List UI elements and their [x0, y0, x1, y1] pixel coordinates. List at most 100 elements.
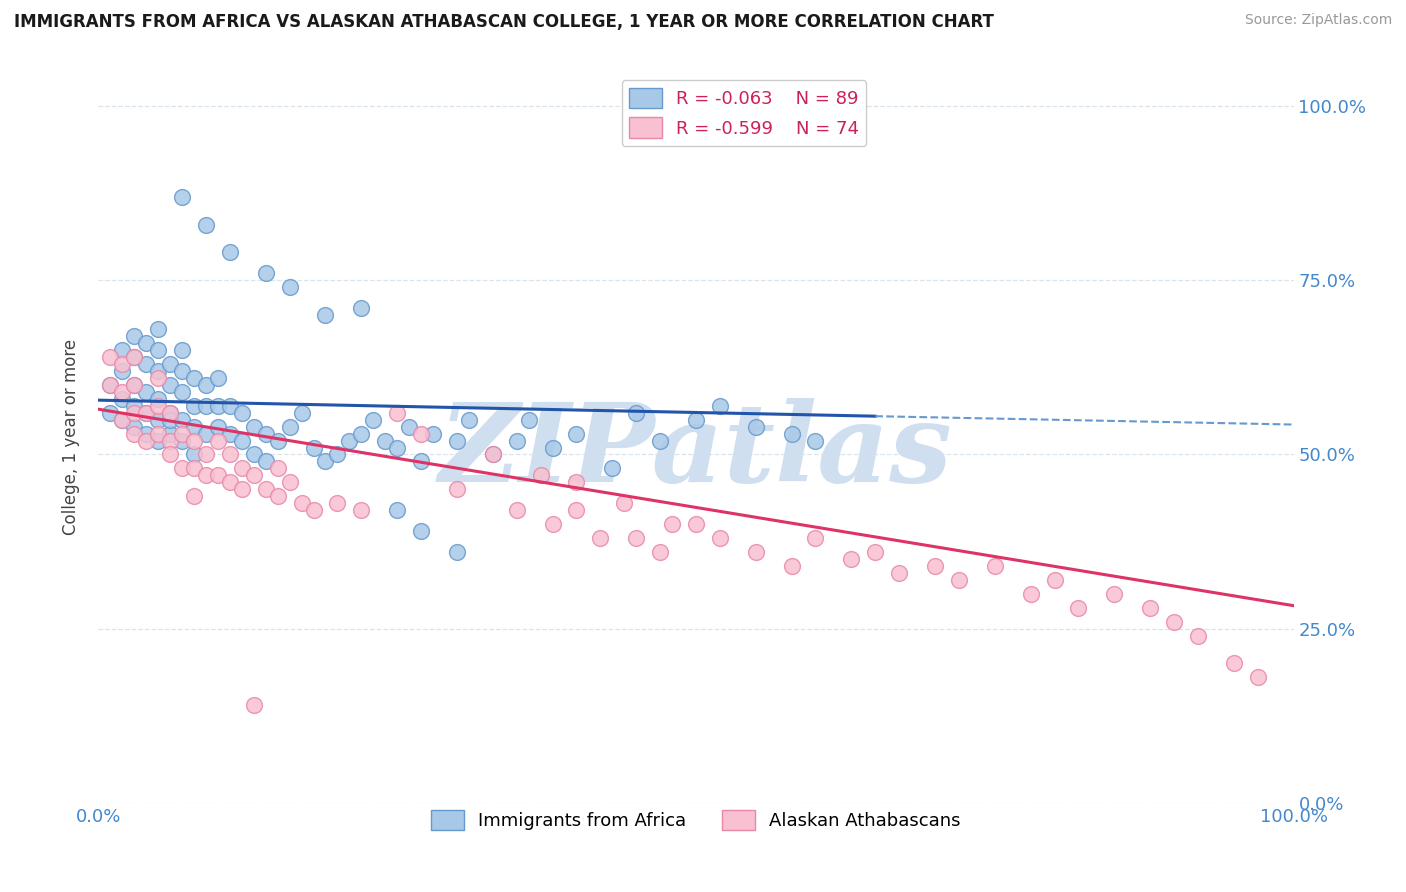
- Point: [172, 426, 194, 441]
- Point: [602, 461, 624, 475]
- Text: ZIPatlas: ZIPatlas: [439, 398, 953, 506]
- Point: [446, 434, 468, 448]
- Point: [207, 371, 229, 385]
- Point: [446, 483, 468, 497]
- Point: [231, 483, 253, 497]
- Point: [565, 426, 588, 441]
- Point: [124, 329, 146, 343]
- Point: [613, 496, 636, 510]
- Point: [159, 377, 181, 392]
- Point: [530, 468, 553, 483]
- Point: [183, 489, 205, 503]
- Y-axis label: College, 1 year or more: College, 1 year or more: [62, 339, 80, 535]
- Point: [124, 399, 146, 413]
- Point: [948, 573, 970, 587]
- Point: [159, 406, 181, 420]
- Point: [231, 461, 253, 475]
- Point: [195, 377, 218, 392]
- Point: [1043, 573, 1066, 587]
- Point: [398, 419, 420, 434]
- Point: [135, 336, 157, 351]
- Point: [278, 475, 301, 490]
- Point: [124, 377, 146, 392]
- Point: [1163, 615, 1185, 629]
- Point: [183, 461, 205, 475]
- Point: [148, 343, 170, 357]
- Point: [183, 434, 205, 448]
- Legend: Immigrants from Africa, Alaskan Athabascans: Immigrants from Africa, Alaskan Athabasc…: [425, 803, 967, 838]
- Point: [254, 454, 277, 468]
- Point: [385, 406, 409, 420]
- Point: [172, 461, 194, 475]
- Point: [124, 350, 146, 364]
- Point: [183, 399, 205, 413]
- Point: [411, 426, 433, 441]
- Point: [219, 448, 242, 462]
- Point: [243, 419, 266, 434]
- Point: [207, 434, 229, 448]
- Point: [350, 503, 373, 517]
- Text: Source: ZipAtlas.com: Source: ZipAtlas.com: [1244, 13, 1392, 28]
- Point: [172, 434, 194, 448]
- Point: [541, 441, 564, 455]
- Point: [326, 448, 349, 462]
- Point: [889, 566, 911, 580]
- Point: [135, 406, 157, 420]
- Point: [135, 406, 157, 420]
- Point: [183, 419, 205, 434]
- Point: [111, 357, 134, 371]
- Point: [374, 434, 396, 448]
- Point: [207, 419, 229, 434]
- Point: [207, 468, 229, 483]
- Point: [195, 218, 218, 232]
- Point: [124, 426, 146, 441]
- Point: [148, 412, 170, 426]
- Point: [1067, 600, 1090, 615]
- Point: [481, 448, 505, 462]
- Point: [685, 412, 707, 426]
- Point: [219, 426, 242, 441]
- Point: [385, 503, 409, 517]
- Point: [458, 412, 481, 426]
- Point: [148, 392, 170, 406]
- Point: [124, 350, 146, 364]
- Point: [648, 434, 672, 448]
- Point: [446, 545, 468, 559]
- Point: [1139, 600, 1161, 615]
- Point: [363, 412, 385, 426]
- Point: [517, 412, 540, 426]
- Point: [648, 545, 672, 559]
- Point: [924, 558, 946, 573]
- Point: [135, 434, 157, 448]
- Point: [780, 558, 803, 573]
- Point: [278, 419, 301, 434]
- Point: [172, 364, 194, 378]
- Point: [315, 454, 337, 468]
- Point: [411, 454, 433, 468]
- Point: [219, 399, 242, 413]
- Point: [506, 503, 529, 517]
- Point: [411, 524, 433, 538]
- Point: [254, 483, 277, 497]
- Text: IMMIGRANTS FROM AFRICA VS ALASKAN ATHABASCAN COLLEGE, 1 YEAR OR MORE CORRELATION: IMMIGRANTS FROM AFRICA VS ALASKAN ATHABA…: [14, 13, 994, 31]
- Point: [804, 531, 827, 545]
- Point: [278, 280, 301, 294]
- Point: [98, 350, 122, 364]
- Point: [709, 531, 731, 545]
- Point: [172, 412, 194, 426]
- Point: [148, 434, 170, 448]
- Point: [159, 434, 181, 448]
- Point: [481, 448, 505, 462]
- Point: [124, 406, 146, 420]
- Point: [804, 434, 827, 448]
- Point: [183, 371, 205, 385]
- Point: [135, 384, 157, 399]
- Point: [254, 426, 277, 441]
- Point: [98, 377, 122, 392]
- Point: [159, 357, 181, 371]
- Point: [685, 517, 707, 532]
- Point: [207, 399, 229, 413]
- Point: [159, 426, 181, 441]
- Point: [111, 384, 134, 399]
- Point: [219, 475, 242, 490]
